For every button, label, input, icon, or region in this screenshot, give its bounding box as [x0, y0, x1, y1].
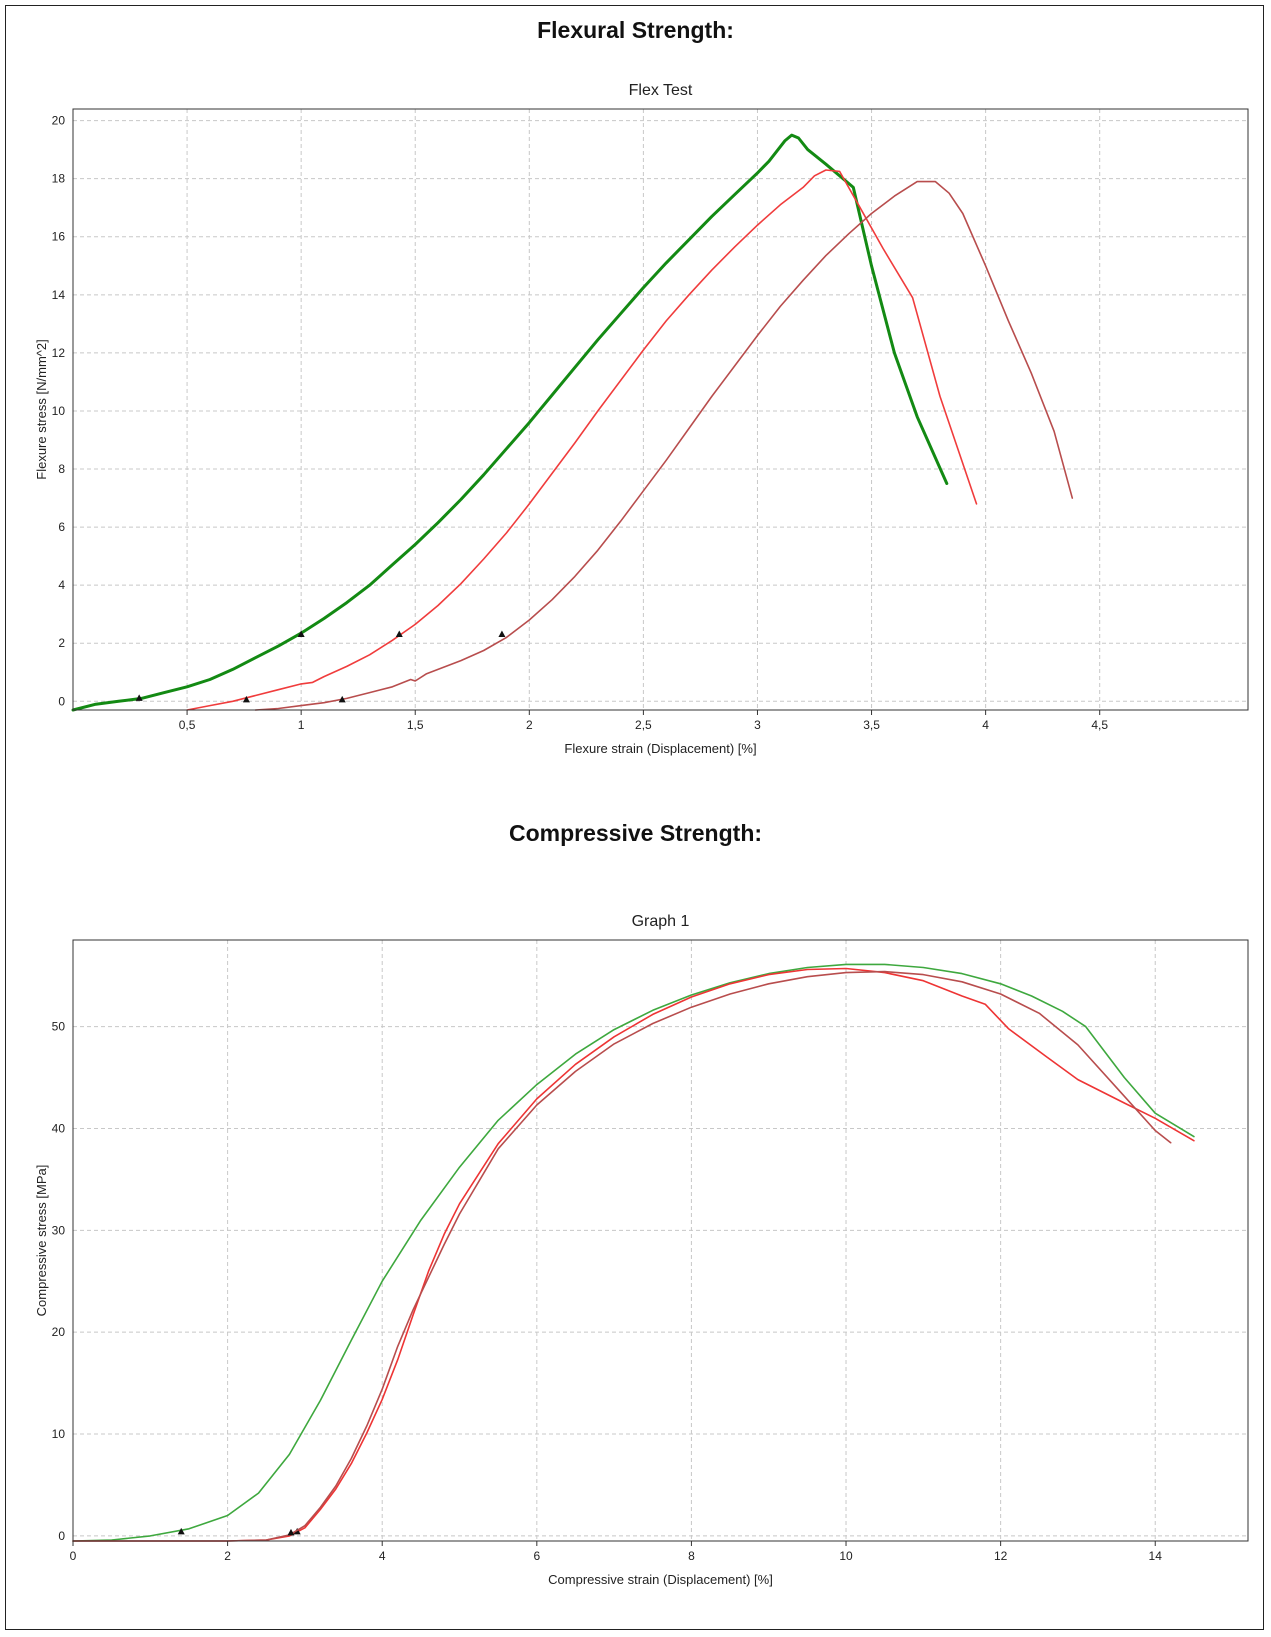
chart1-chart-title: Graph 1 [632, 913, 690, 930]
chart0-x-tick-label: 3 [754, 718, 761, 732]
chart1-y-tick-label: 10 [52, 1427, 66, 1441]
chart0-y-tick-label: 20 [52, 114, 66, 128]
chart0-y-tick-label: 2 [58, 636, 65, 650]
chart1-point-marker [177, 1527, 185, 1535]
chart0-y-tick-label: 14 [52, 288, 66, 302]
chart0-y-tick-label: 0 [58, 694, 65, 708]
chart0-y-tick-label: 4 [58, 578, 65, 592]
chart1-x-tick-label: 12 [994, 1549, 1008, 1563]
chart0-y-tick-label: 18 [52, 172, 66, 186]
flexural-heading: Flexural Strength: [537, 17, 734, 43]
chart1-x-axis-label: Compressive strain (Displacement) [%] [548, 1572, 773, 1587]
chart0-plot-frame [72, 108, 1249, 711]
chart0-x-tick-label: 2 [526, 718, 533, 732]
chart0-x-tick-label: 4 [982, 718, 989, 732]
chart0-y-tick-label: 6 [58, 520, 65, 534]
chart1-y-tick-label: 30 [52, 1223, 66, 1237]
chart0-x-tick-label: 1 [298, 718, 305, 732]
chart0-x-tick-label: 2,5 [635, 718, 652, 732]
chart1-y-tick-label: 20 [52, 1325, 66, 1339]
chart0-series-line-2 [254, 180, 1074, 711]
chart1-series-line-0 [72, 963, 1195, 1542]
chart0-x-axis-label: Flexure strain (Displacement) [%] [564, 741, 756, 756]
chart1-x-tick-label: 10 [839, 1549, 853, 1563]
chart1-point-marker [287, 1528, 295, 1536]
chart0-point-marker [395, 630, 403, 638]
chart0-y-tick-label: 10 [52, 404, 66, 418]
chart0-x-tick-label: 1,5 [407, 718, 424, 732]
chart1-plot-area [73, 940, 1248, 1541]
chart0-point-marker [338, 695, 346, 703]
chart0-plot-area [73, 109, 1248, 710]
chart1-y-axis-label: Compressive stress [MPa] [34, 1165, 49, 1317]
chart0-y-tick-label: 16 [52, 230, 66, 244]
chart1-x-tick-label: 6 [533, 1549, 540, 1563]
chart1-x-tick-label: 2 [224, 1549, 231, 1563]
chart0-point-marker [297, 630, 305, 638]
chart0-y-axis-label: Flexure stress [N/mm^2] [34, 339, 49, 479]
compressive-heading: Compressive Strength: [508, 820, 763, 846]
chart0-series-line-1 [186, 169, 978, 711]
chart0-x-tick-label: 4,5 [1091, 718, 1108, 732]
chart0-chart-title: Flex Test [629, 82, 693, 99]
page-border [5, 5, 1264, 1630]
chart0-point-marker [498, 630, 506, 638]
chart1-x-tick-label: 8 [688, 1549, 695, 1563]
chart1-y-tick-label: 40 [52, 1121, 66, 1135]
chart0-x-tick-label: 0,5 [179, 718, 196, 732]
chart1-y-tick-label: 50 [52, 1020, 66, 1034]
chart1-series-line-2 [72, 970, 1172, 1542]
chart0-point-marker [135, 694, 143, 701]
flex-test-chart: 0,5 1 1,5 2 2,5 3 3,5 4 4,5 0 2 4 6 8 10 12 14 16 18 20 Flex… [34, 82, 1249, 756]
chart1-y-tick-label: 0 [58, 1529, 65, 1543]
chart1-x-tick-label: 0 [70, 1549, 77, 1563]
chart0-y-tick-label: 8 [58, 462, 65, 476]
chart1-series-line-1 [72, 967, 1195, 1542]
chart1-x-tick-label: 4 [379, 1549, 386, 1563]
chart0-x-tick-label: 3,5 [863, 718, 880, 732]
chart0-series-line-0 [71, 133, 949, 712]
chart0-point-marker [242, 695, 250, 703]
chart1-x-tick-label: 14 [1149, 1549, 1163, 1563]
chart1-plot-frame [72, 939, 1249, 1542]
chart0-y-tick-label: 12 [52, 346, 66, 360]
